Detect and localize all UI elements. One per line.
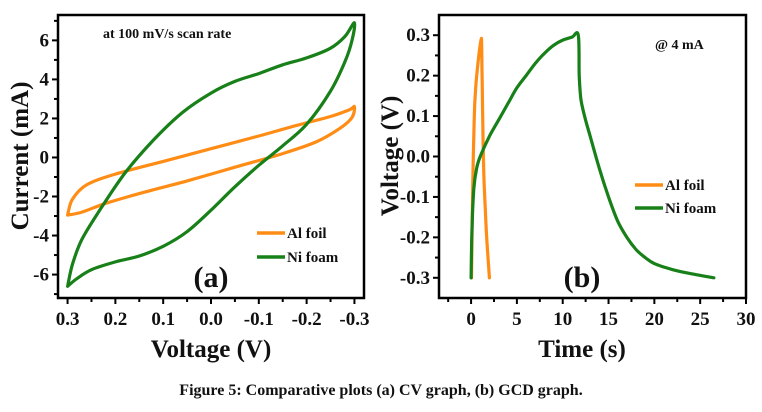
gcd-panel-label: (b) (564, 261, 601, 294)
cv-legend-label-ni-foam: Ni foam (287, 250, 339, 266)
gcd-current-annotation: @ 4 mA (655, 38, 705, 53)
cv-x-tick-label: 0.3 (56, 309, 80, 330)
gcd-x-tick-label: 25 (691, 309, 710, 330)
cv-y-tick-label: -2 (33, 187, 49, 208)
gcd-series-al-foil (469, 36, 491, 280)
gcd-curves (469, 31, 716, 280)
cv-series-al-foil (66, 104, 357, 217)
gcd-x-axis-title: Time (s) (538, 336, 626, 363)
cv-series-ni-foam (66, 21, 357, 288)
gcd-series-ni-foam (469, 31, 716, 280)
gcd-y-tick-label: -0.1 (400, 187, 430, 208)
gcd-y-tick-label: -0.3 (400, 268, 430, 289)
gcd-legend-label-al-foil: Al foil (665, 178, 705, 194)
cv-y-tick-label: 4 (40, 69, 50, 90)
gcd-y-tick-label: 0.1 (406, 106, 430, 127)
cv-legend-label-al-foil: Al foil (287, 226, 327, 242)
gcd-ticks: 0 5 10 15 20 25 30 0.3 0.2 0.1 0.0 -0.1 -0.2 -0.3 (400, 25, 756, 330)
gcd-x-tick-label: 30 (737, 309, 756, 330)
cv-x-tick-label: -0.2 (292, 309, 322, 330)
cv-y-tick-label: 6 (40, 30, 50, 51)
cv-legend: Al foil Ni foam (257, 226, 339, 266)
figure-caption: Figure 5: Comparative plots (a) CV graph… (179, 382, 583, 399)
cv-x-tick-label: -0.3 (339, 309, 369, 330)
cv-chart: 0.3 0.2 0.1 0.0 -0.1 -0.2 -0.3 6 4 2 0 -2 -4 -6 at 10… (7, 13, 369, 363)
gcd-x-tick-label: 0 (466, 309, 476, 330)
cv-panel-label: (a) (194, 261, 229, 294)
gcd-x-tick-label: 5 (512, 309, 522, 330)
gcd-y-tick-label: 0.0 (406, 147, 430, 168)
gcd-x-tick-label: 20 (645, 309, 664, 330)
gcd-x-tick-label: 10 (553, 309, 572, 330)
cv-y-tick-label: 2 (40, 108, 50, 129)
cv-x-tick-label: 0.2 (104, 309, 128, 330)
cv-x-tick-label: 0.1 (151, 309, 175, 330)
cv-x-tick-label: 0.0 (199, 309, 223, 330)
cv-curves (66, 21, 357, 288)
cv-x-axis-title: Voltage (V) (151, 336, 272, 363)
cv-y-tick-label: -6 (33, 265, 49, 286)
gcd-y-axis-title: Voltage (V) (377, 96, 404, 217)
gcd-y-tick-label: -0.2 (400, 227, 430, 248)
gcd-plot-frame (437, 13, 748, 300)
gcd-y-tick-label: 0.2 (406, 66, 430, 87)
cv-scan-rate-annotation: at 100 mV/s scan rate (103, 27, 231, 42)
cv-y-tick-label: 0 (40, 147, 50, 168)
cv-y-tick-label: -4 (33, 226, 49, 247)
gcd-y-tick-label: 0.3 (406, 25, 430, 46)
gcd-chart: 0 5 10 15 20 25 30 0.3 0.2 0.1 0.0 -0.1 -0.2 -0.3 @ 4… (377, 13, 756, 363)
cv-ticks: 0.3 0.2 0.1 0.0 -0.1 -0.2 -0.3 6 4 2 0 -2 -4 -6 (33, 19, 369, 330)
cv-x-tick-label: -0.1 (244, 309, 274, 330)
gcd-legend: Al foil Ni foam (635, 178, 717, 217)
cv-y-axis-title: Current (mA) (7, 82, 34, 231)
gcd-legend-label-ni-foam: Ni foam (665, 201, 717, 217)
gcd-x-tick-label: 15 (599, 309, 618, 330)
